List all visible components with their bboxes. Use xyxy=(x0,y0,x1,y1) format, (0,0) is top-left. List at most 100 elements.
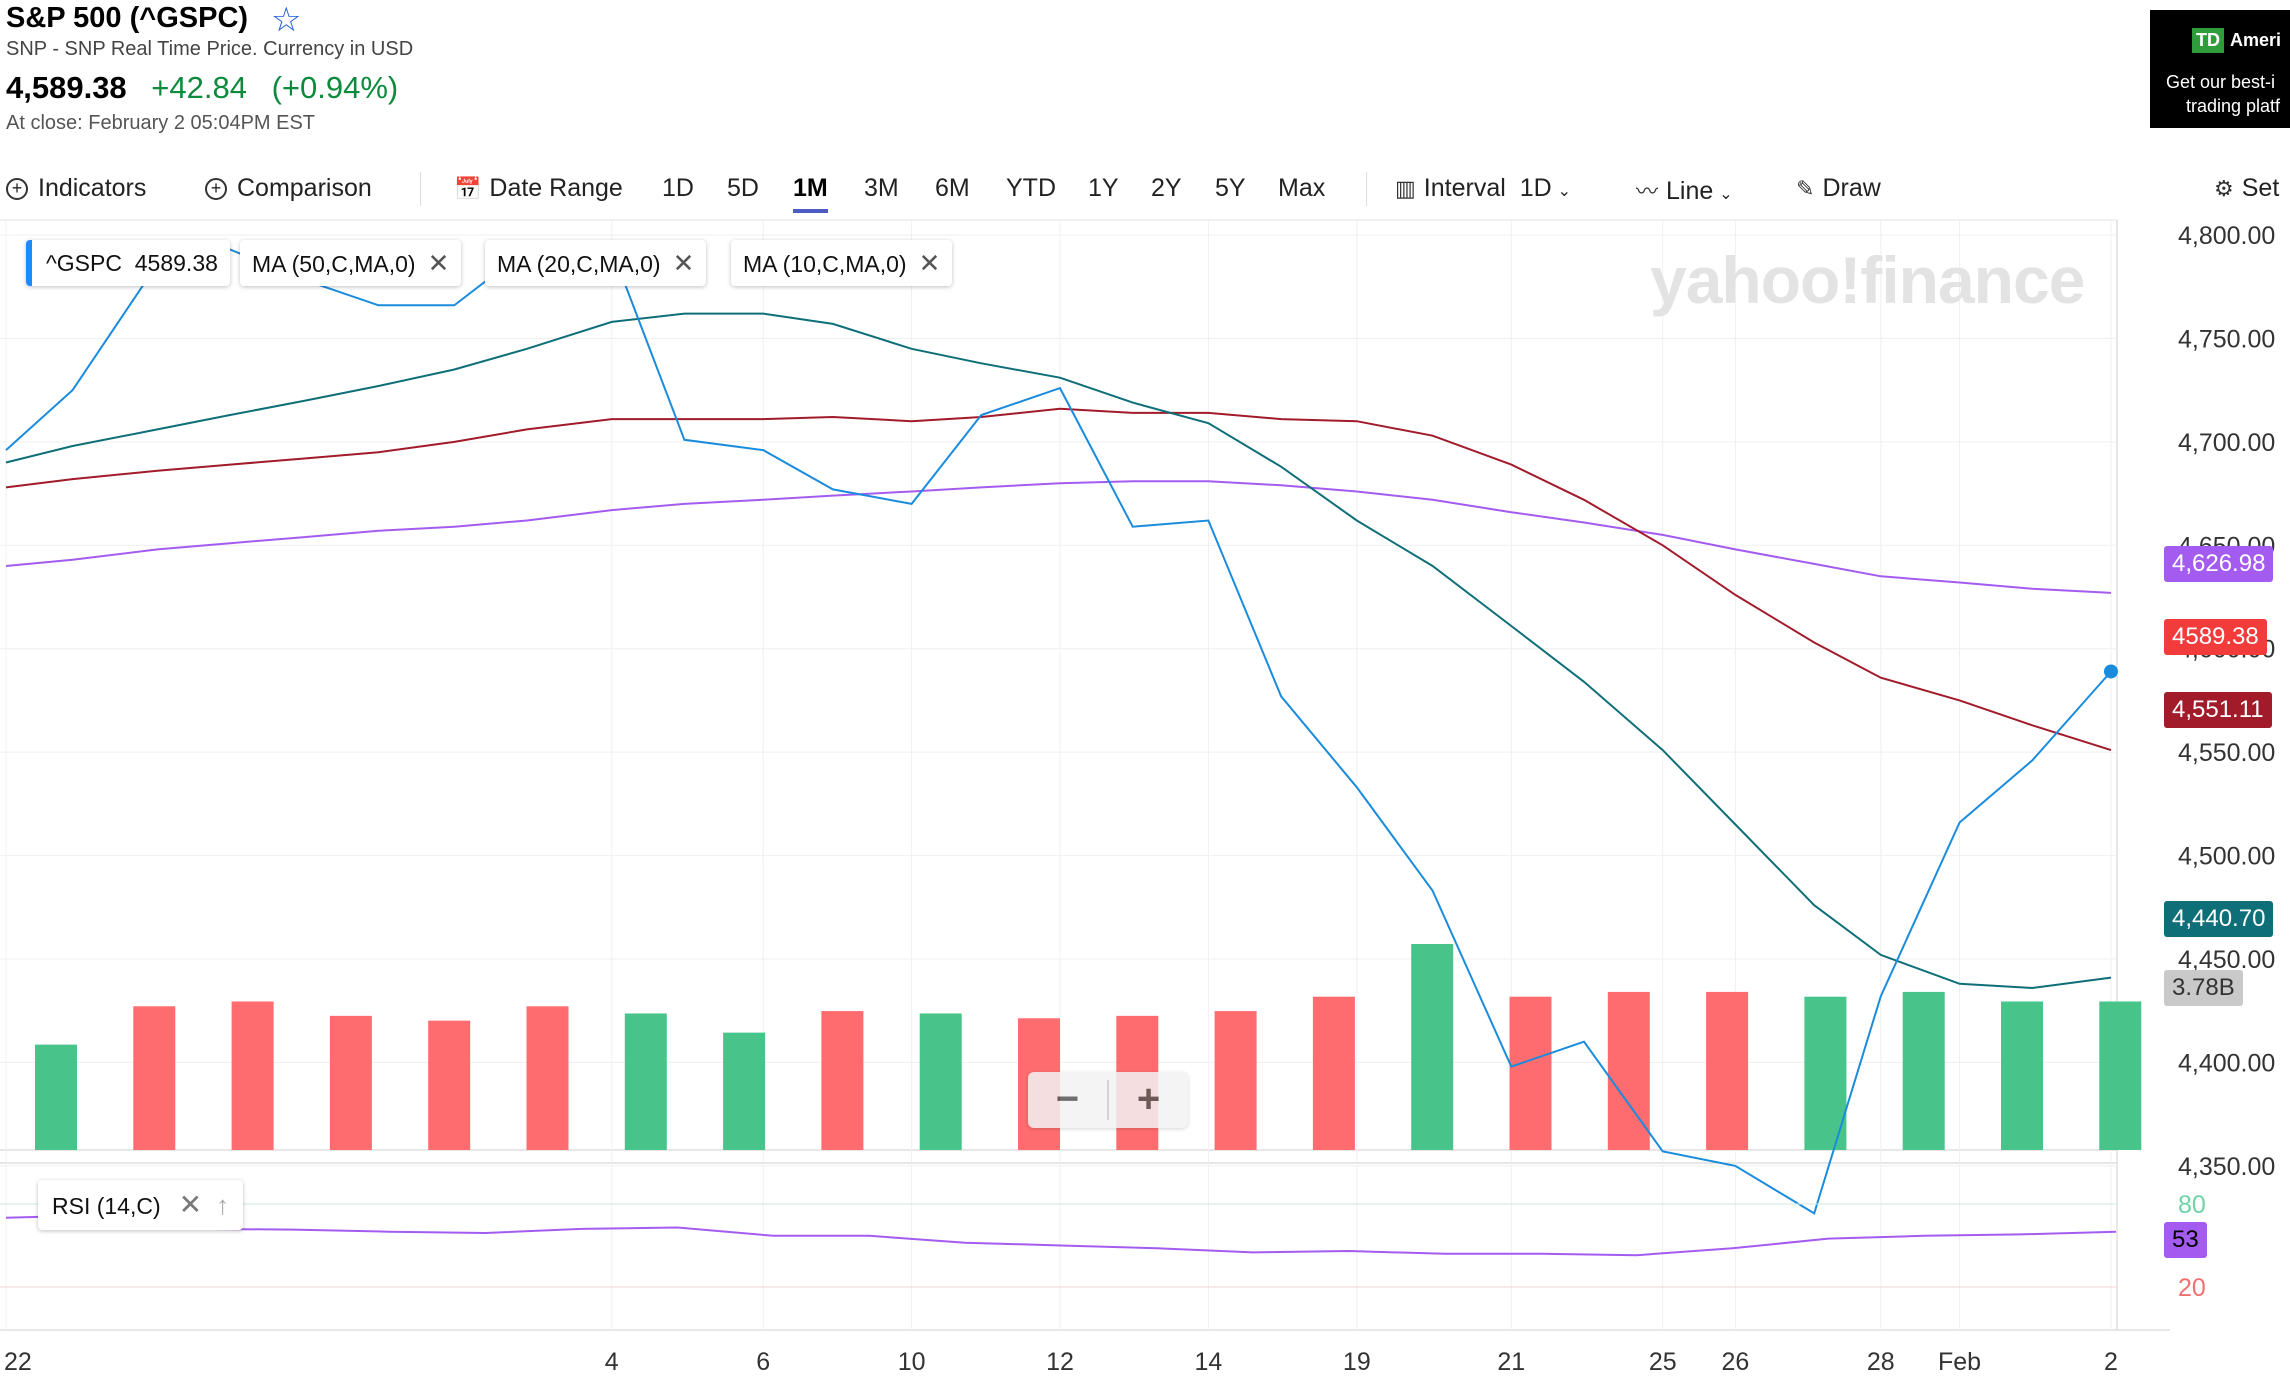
close-icon[interactable]: ✕ xyxy=(672,248,695,278)
volume-bar xyxy=(2099,1001,2142,1150)
interval-value: 1D xyxy=(1519,174,1552,202)
date-range-label: Date Range xyxy=(489,174,623,202)
volume-bar xyxy=(526,1006,569,1150)
zoom-out-button[interactable]: − xyxy=(1055,1077,1080,1121)
legend-ma10[interactable]: MA (10,C,MA,0) ✕ xyxy=(731,240,953,286)
legend-ma50-label: MA (50,C,MA,0) xyxy=(252,251,416,277)
chart-type-dropdown[interactable]: 〰 Line ⌄ xyxy=(1636,174,1733,206)
advertisement[interactable]: TD Ameri Get our best-i trading platf xyxy=(2150,10,2290,128)
y-tick-label: 4,700.00 xyxy=(2178,429,2275,457)
range-3m[interactable]: 3M xyxy=(864,174,899,202)
y-tick-label: 4,350.00 xyxy=(2178,1153,2275,1181)
plus-circle-icon: + xyxy=(6,178,28,201)
settings-label: Set xyxy=(2241,174,2280,202)
ad-text-line2: trading platf xyxy=(2186,96,2281,116)
y-tick-label: 4,800.00 xyxy=(2178,222,2275,250)
quote-subtitle: SNP - SNP Real Time Price. Currency in U… xyxy=(6,38,414,60)
x-tick-label: 26 xyxy=(1722,1348,1750,1376)
legend-symbol-name: ^GSPC xyxy=(46,250,122,276)
chevron-down-icon: ⌄ xyxy=(1719,186,1733,203)
volume-bar xyxy=(231,1001,274,1150)
close-icon[interactable]: ✕ xyxy=(427,248,450,278)
volume-bar xyxy=(2001,1001,2043,1150)
y-tick-label: 4,450.00 xyxy=(2178,946,2275,974)
ma20-line xyxy=(5,407,2112,752)
arrow-up-icon[interactable]: ↑ xyxy=(216,1190,230,1220)
volume-bar xyxy=(1214,1011,1257,1150)
x-tick-label: 19 xyxy=(1343,1348,1371,1376)
volume-bar xyxy=(329,1015,372,1150)
flag-ma10: 4,440.70 xyxy=(2164,901,2274,937)
flag-volume: 3.78B xyxy=(2164,970,2243,1006)
last-price-dot xyxy=(2104,664,2118,679)
indicators-button[interactable]: + Indicators xyxy=(6,174,146,203)
toolbar-divider xyxy=(1366,172,1367,206)
gear-icon: ⚙ xyxy=(2214,176,2234,201)
price-change-percent: (+0.94%) xyxy=(271,70,399,105)
rsi-level-label: 20 xyxy=(2178,1274,2206,1302)
volume-bar xyxy=(428,1020,471,1150)
flag-rsi: 53 xyxy=(2164,1222,2207,1258)
x-tick-label: 4 xyxy=(605,1348,619,1376)
ruler-icon: ▥ xyxy=(1395,176,1416,201)
volume-bar xyxy=(1706,991,1749,1150)
y-tick-label: 4,400.00 xyxy=(2178,1049,2275,1077)
interval-dropdown[interactable]: ▥ Interval 1D ⌄ xyxy=(1395,174,1571,203)
y-tick-label: 4,500.00 xyxy=(2178,843,2275,871)
flag-ma50: 4,626.98 xyxy=(2164,546,2274,582)
toolbar-divider xyxy=(420,172,421,206)
range-5y[interactable]: 5Y xyxy=(1215,174,1246,202)
chart-toolbar: + Indicators + Comparison 📅 Date Range 1D 5… xyxy=(0,168,2290,213)
zoom-in-button[interactable]: + xyxy=(1136,1077,1161,1121)
rsi-label: RSI (14,C) xyxy=(52,1193,161,1219)
draw-label: Draw xyxy=(1822,174,1881,202)
series-color-marker xyxy=(26,240,32,286)
legend-ma20[interactable]: MA (20,C,MA,0) ✕ xyxy=(485,240,707,286)
x-tick-label: 28 xyxy=(1867,1348,1895,1376)
legend-ma20-label: MA (20,C,MA,0) xyxy=(497,251,661,277)
close-icon[interactable]: ✕ xyxy=(178,1189,203,1220)
draw-button[interactable]: ✎ Draw xyxy=(1796,174,1881,203)
ad-text-line1: Get our best-i xyxy=(2166,72,2276,92)
plus-circle-icon: + xyxy=(205,178,227,201)
volume-bar xyxy=(624,1013,667,1150)
price-change: +42.84 xyxy=(151,70,247,105)
rsi-level-label: 80 xyxy=(2178,1191,2206,1219)
range-1y[interactable]: 1Y xyxy=(1088,174,1119,202)
ad-logo: TD xyxy=(2192,28,2224,53)
range-2y[interactable]: 2Y xyxy=(1151,174,1182,202)
range-1m[interactable]: 1M xyxy=(793,174,828,213)
volume-bar xyxy=(919,1013,962,1150)
range-5d[interactable]: 5D xyxy=(727,174,759,202)
y-tick-label: 4,550.00 xyxy=(2178,739,2275,767)
volume-bar xyxy=(1804,996,1847,1150)
x-tick-label: 22 xyxy=(4,1348,32,1376)
x-tick-label: Feb xyxy=(1938,1348,1981,1376)
close-time: At close: February 2 05:04PM EST xyxy=(6,112,316,134)
ad-logo-text: Ameri xyxy=(2230,30,2282,50)
range-6m[interactable]: 6M xyxy=(935,174,970,202)
volume-bar xyxy=(133,1006,176,1150)
ma50-line xyxy=(5,480,2112,594)
comparison-label: Comparison xyxy=(237,174,372,202)
price-line xyxy=(5,248,2112,1215)
indicators-label: Indicators xyxy=(38,174,147,202)
date-range-button[interactable]: 📅 Date Range xyxy=(454,174,623,203)
settings-button[interactable]: ⚙ Set xyxy=(2214,174,2279,203)
range-ytd[interactable]: YTD xyxy=(1006,174,1056,202)
comparison-button[interactable]: + Comparison xyxy=(205,174,372,203)
legend-ma50[interactable]: MA (50,C,MA,0) ✕ xyxy=(240,240,462,286)
chevron-down-icon: ⌄ xyxy=(1557,183,1572,200)
legend-rsi[interactable]: RSI (14,C) ✕ ↑ xyxy=(38,1180,244,1230)
legend-ma10-label: MA (10,C,MA,0) xyxy=(743,251,907,277)
range-1d[interactable]: 1D xyxy=(662,174,694,202)
flag-ma20: 4,551.11 xyxy=(2164,692,2272,728)
star-icon[interactable]: ☆ xyxy=(271,1,302,39)
legend-symbol[interactable]: ^GSPC 4589.38 xyxy=(26,240,230,286)
range-max[interactable]: Max xyxy=(1278,174,1326,202)
x-tick-label: 10 xyxy=(898,1348,926,1376)
zoom-controls: − + xyxy=(1028,1072,1188,1128)
close-icon[interactable]: ✕ xyxy=(918,248,941,278)
x-tick-label: 14 xyxy=(1195,1348,1223,1376)
